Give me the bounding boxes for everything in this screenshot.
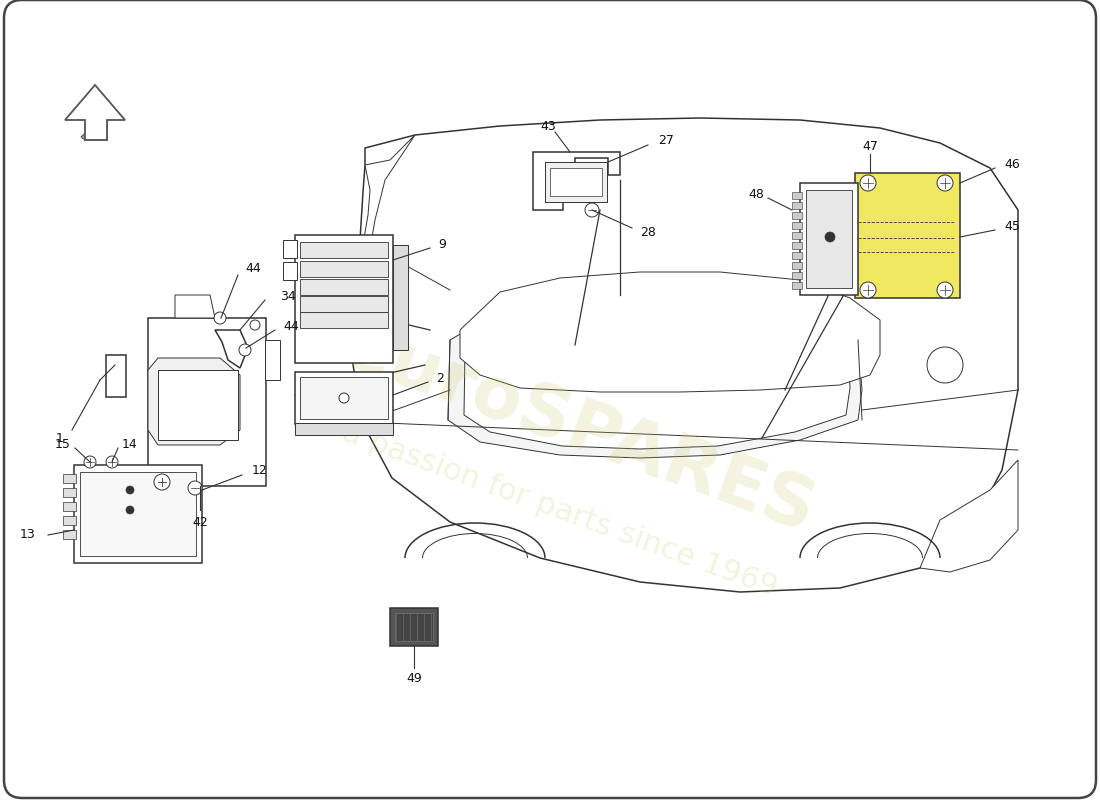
FancyBboxPatch shape [300,261,388,277]
Polygon shape [448,280,862,458]
Text: 2: 2 [436,373,444,386]
FancyBboxPatch shape [63,488,76,497]
Text: 28: 28 [640,226,656,238]
Circle shape [585,203,600,217]
FancyBboxPatch shape [295,372,393,424]
Polygon shape [214,330,248,368]
FancyBboxPatch shape [63,516,76,525]
Circle shape [154,474,170,490]
FancyBboxPatch shape [792,192,802,199]
Text: euroSPARES: euroSPARES [334,313,825,547]
FancyBboxPatch shape [544,162,607,202]
Circle shape [106,456,118,468]
FancyBboxPatch shape [792,222,802,229]
Text: 9: 9 [438,238,446,251]
Text: 46: 46 [1004,158,1020,170]
Polygon shape [352,118,1018,592]
Text: 44: 44 [283,319,299,333]
FancyBboxPatch shape [792,282,802,289]
FancyBboxPatch shape [300,279,388,295]
Text: a passion for parts since 1969: a passion for parts since 1969 [339,418,782,602]
Polygon shape [355,135,415,295]
FancyBboxPatch shape [792,262,802,269]
Circle shape [937,282,953,298]
Circle shape [927,347,962,383]
Circle shape [84,456,96,468]
FancyBboxPatch shape [395,613,433,641]
FancyBboxPatch shape [390,608,438,646]
Polygon shape [81,117,107,140]
FancyBboxPatch shape [792,272,802,279]
Text: 13: 13 [20,529,35,542]
FancyBboxPatch shape [106,355,127,397]
FancyBboxPatch shape [806,190,852,288]
Polygon shape [148,358,240,445]
Circle shape [188,481,202,495]
Circle shape [339,393,349,403]
FancyBboxPatch shape [300,242,388,258]
Text: 45: 45 [1004,221,1020,234]
Text: 43: 43 [540,119,556,133]
FancyBboxPatch shape [63,474,76,483]
FancyBboxPatch shape [792,232,802,239]
Text: 34: 34 [280,290,296,302]
FancyBboxPatch shape [792,252,802,259]
Text: 47: 47 [862,139,878,153]
Text: 12: 12 [252,465,267,478]
Circle shape [860,175,876,191]
Polygon shape [265,340,280,380]
FancyBboxPatch shape [295,423,393,435]
Polygon shape [175,295,214,318]
Circle shape [860,282,876,298]
Polygon shape [920,460,1018,572]
Text: 14: 14 [122,438,138,450]
FancyBboxPatch shape [63,530,76,539]
Text: 44: 44 [245,262,261,274]
Text: 15: 15 [55,438,70,450]
Text: 49: 49 [406,671,422,685]
FancyBboxPatch shape [300,296,388,312]
FancyBboxPatch shape [283,240,297,258]
Polygon shape [65,85,125,140]
FancyBboxPatch shape [74,465,202,563]
Circle shape [825,232,835,242]
FancyBboxPatch shape [158,370,238,440]
Polygon shape [534,152,620,210]
Text: 27: 27 [658,134,674,147]
Polygon shape [464,293,850,449]
FancyBboxPatch shape [295,235,393,363]
Circle shape [126,506,134,514]
Text: 1: 1 [56,431,64,445]
FancyBboxPatch shape [550,168,602,196]
FancyBboxPatch shape [800,183,858,295]
Circle shape [239,344,251,356]
FancyBboxPatch shape [4,0,1096,798]
Circle shape [937,175,953,191]
FancyBboxPatch shape [792,212,802,219]
Text: 48: 48 [748,187,763,201]
FancyBboxPatch shape [792,242,802,249]
FancyBboxPatch shape [393,245,408,350]
FancyBboxPatch shape [792,202,802,209]
Circle shape [250,320,260,330]
FancyBboxPatch shape [300,312,388,328]
FancyBboxPatch shape [63,502,76,511]
Circle shape [126,486,134,494]
FancyBboxPatch shape [80,472,196,556]
FancyBboxPatch shape [855,173,960,298]
FancyBboxPatch shape [148,318,266,486]
Circle shape [214,312,225,324]
FancyBboxPatch shape [300,377,388,419]
FancyBboxPatch shape [283,262,297,280]
Polygon shape [460,272,880,392]
Text: 42: 42 [192,515,208,529]
